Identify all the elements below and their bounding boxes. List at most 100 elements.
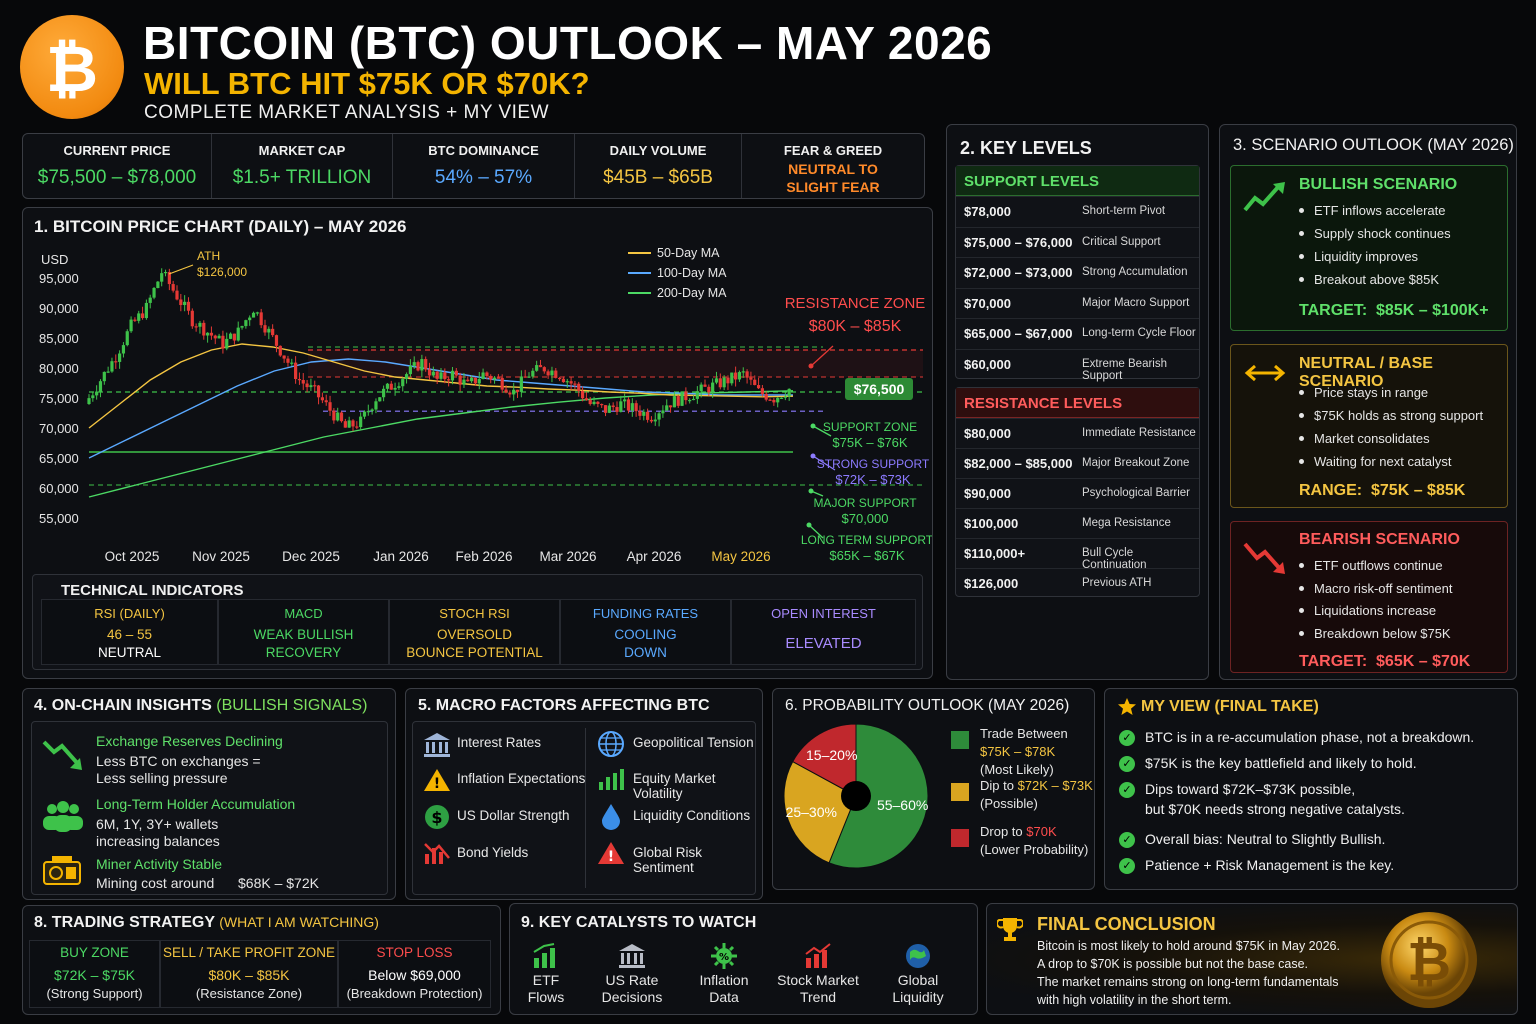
conclusion-line-2: A drop to $70K is possible but not the b…	[1037, 957, 1309, 971]
warning-icon: !	[424, 769, 450, 792]
bullet-text: Price stays in range	[1314, 385, 1429, 400]
candle	[102, 371, 106, 382]
catalyst-label-2: Liquidity	[892, 989, 944, 1005]
candle	[232, 333, 236, 341]
macro-left-4: Bond Yields	[457, 845, 529, 860]
indicator-name: MACD	[284, 606, 323, 621]
indicator-value: ELEVATED	[785, 635, 862, 652]
candle	[787, 388, 791, 397]
candle	[737, 372, 742, 380]
pie-hole	[841, 781, 871, 811]
candle	[703, 384, 707, 387]
prob-legend-note: (Possible)	[980, 796, 1038, 811]
alert-icon: !	[598, 842, 624, 865]
bullet-text: Supply shock continues	[1314, 226, 1451, 241]
candle	[462, 379, 466, 385]
catalyst-label-2: Data	[709, 989, 739, 1005]
catalysts-title: 9. KEY CATALYSTS TO WATCH	[521, 914, 757, 931]
resistance-desc: Major Breakout Zone	[1082, 457, 1190, 469]
candle	[577, 383, 581, 391]
resistance-desc: Previous ATH	[1082, 577, 1152, 589]
bullet-dot	[1299, 630, 1304, 636]
conclusion-title: FINAL CONCLUSION	[1037, 914, 1216, 934]
support-desc: Extreme Bearish Support	[1082, 357, 1168, 382]
x-tick-label: May 2026	[711, 549, 770, 564]
zone-arrow	[812, 455, 836, 471]
zone-range: $65K – $67K	[829, 548, 905, 563]
my-view-item: ✓ $75K is the key battlefield and likely …	[1119, 753, 1417, 773]
zone-arrow-head	[808, 363, 814, 369]
x-tick-label: Nov 2025	[192, 549, 250, 564]
candle	[665, 405, 669, 411]
candle	[535, 365, 539, 371]
strategy-sub: (Strong Support)	[46, 986, 143, 1001]
technical-indicators: TECHNICAL INDICATORS RSI (DAILY) 46 – 55 N…	[32, 574, 923, 670]
resistance-desc: Psychological Barrier	[1082, 487, 1191, 499]
stat-value: $75,500 – $78,000	[37, 167, 197, 188]
candle	[228, 333, 233, 339]
key-levels-title: 2. KEY LEVELS	[960, 138, 1092, 158]
bull-scenario-item: Supply shock continues	[1299, 222, 1451, 245]
dollar-icon: $	[425, 805, 449, 829]
y-tick-label: 80,000	[39, 361, 79, 376]
x-tick-label: Dec 2025	[282, 549, 340, 564]
candle	[278, 345, 282, 356]
zone-label: MAJOR SUPPORT	[813, 496, 917, 510]
my-view-title: MY VIEW (FINAL TAKE)	[1141, 698, 1319, 715]
stat-label: FEAR & GREED	[783, 143, 883, 158]
candle	[332, 410, 336, 421]
candle	[324, 400, 328, 403]
candle	[255, 312, 259, 314]
resistance-desc: Immediate Resistance	[1082, 427, 1196, 439]
bullet-text: Breakout above $85K	[1314, 272, 1440, 287]
candle	[512, 389, 516, 395]
candle	[756, 385, 761, 389]
indicator-name: RSI (DAILY)	[94, 606, 165, 621]
catalyst-label: ETF	[532, 972, 560, 988]
catalysts-panel: 9. KEY CATALYSTS TO WATCH % ETF Flows US R…	[509, 903, 978, 1015]
support-desc: Critical Support	[1082, 235, 1161, 248]
candle	[401, 379, 405, 387]
onchain-panel: 4. ON-CHAIN INSIGHTS (BULLISH SIGNALS) E…	[22, 688, 396, 900]
prob-legend-range: $70K	[1026, 824, 1057, 839]
price-chart: USD 95,000 90,000 85,000 80,000 75,000 70,000 6…	[39, 246, 932, 564]
candle	[630, 403, 634, 411]
price-chart-panel: 1. BITCOIN PRICE CHART (DAILY) – MAY 202…	[22, 207, 933, 679]
candle	[351, 420, 355, 427]
support-price: $75,000 – $76,000	[964, 234, 1073, 250]
onchain-item-1-l1: Less BTC on exchanges =	[96, 753, 261, 769]
bull-scenario-item: Liquidity improves	[1299, 245, 1451, 268]
support-row: $75,000 – $76,000 Critical Support	[956, 226, 1199, 258]
my-view-panel: MY VIEW (FINAL TAKE) ✓ BTC is in a re-acc…	[1104, 688, 1518, 890]
candle	[546, 371, 550, 376]
candle	[118, 353, 122, 362]
resistance-price: $80,000	[964, 426, 1011, 441]
onchain-item-3-l1: Mining cost around	[96, 875, 215, 891]
candle	[607, 405, 611, 413]
support-levels-title: SUPPORT LEVELS	[956, 166, 1199, 196]
candle	[515, 389, 520, 392]
catalyst-label: Global	[897, 972, 939, 988]
strategy-head: STOP LOSS	[376, 945, 453, 960]
indicator-value-2: DOWN	[624, 645, 667, 660]
strategy-head: BUY ZONE	[60, 945, 129, 960]
candle	[623, 399, 627, 402]
bull-scenario-item: ETF inflows accelerate	[1299, 199, 1451, 222]
my-view-text: $75K is the key battlefield and likely t…	[1145, 755, 1417, 771]
candle	[554, 370, 558, 378]
candle	[450, 370, 455, 381]
zone-arrow-head	[806, 522, 812, 528]
candle	[779, 397, 784, 399]
etf-flows-icon	[533, 943, 555, 968]
candle	[114, 361, 118, 363]
candle	[294, 362, 298, 380]
indicator-value-2: BOUNCE POTENTIAL	[406, 645, 543, 660]
candle	[336, 412, 340, 421]
strategy-sub: (Resistance Zone)	[195, 986, 303, 1001]
my-view-text: BTC is in a re-accumulation phase, not a…	[1145, 729, 1475, 745]
candle	[190, 310, 194, 327]
candle	[221, 335, 225, 349]
onchain-item-2-head: Long-Term Holder Accumulation	[96, 796, 296, 812]
y-tick-label: 75,000	[39, 391, 79, 406]
stat-label: CURRENT PRICE	[63, 143, 171, 158]
